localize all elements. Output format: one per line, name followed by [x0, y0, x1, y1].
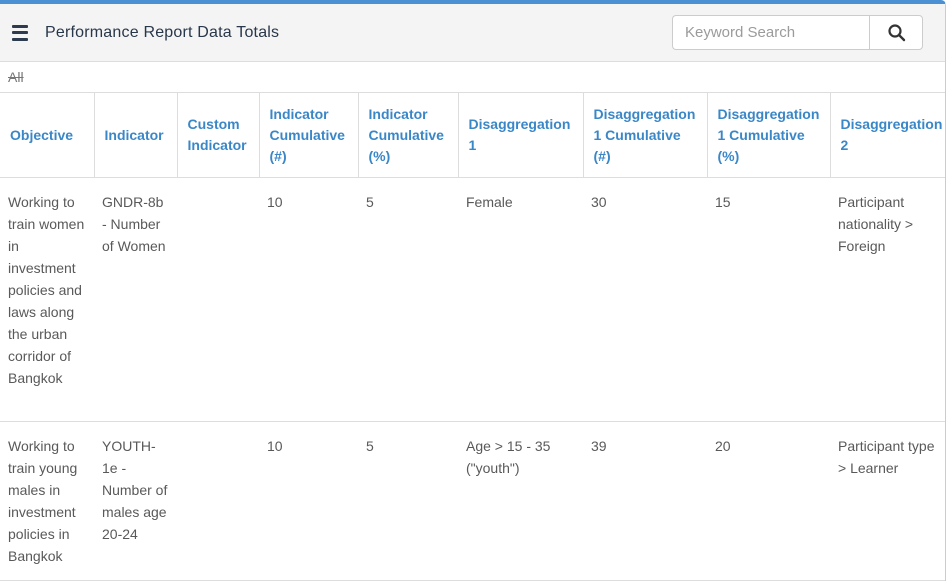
cell-indicator-cumulative-number: 10 [259, 177, 358, 422]
filter-row: All [0, 62, 945, 92]
column-header-disaggregation-1-cumulative-number[interactable]: Disaggregation 1 Cumulative (#) [583, 92, 708, 178]
cell-disaggregation-1-cumulative-percent: 15 [707, 177, 830, 422]
column-header-objective[interactable]: Objective [0, 92, 95, 178]
cell-disaggregation-1: Age > 15 - 35 ("youth") [458, 421, 583, 581]
column-header-disaggregation-1[interactable]: Disaggregation 1 [458, 92, 584, 178]
cell-disaggregation-1-cumulative-number: 39 [583, 421, 707, 581]
cell-custom-indicator [177, 421, 259, 581]
cell-indicator-cumulative-percent: 5 [358, 177, 458, 422]
cell-objective: Working to train women in investment pol… [0, 177, 94, 422]
table-row: Working to train young males in investme… [0, 421, 945, 581]
column-header-custom-indicator[interactable]: Custom Indicator [177, 92, 260, 178]
cell-disaggregation-2: Participant type > Learner [830, 421, 945, 581]
toolbar: Performance Report Data Totals [0, 4, 945, 62]
cell-disaggregation-1-cumulative-percent: 20 [707, 421, 830, 581]
column-header-disaggregation-2[interactable]: Disaggregation 2 [830, 92, 945, 178]
search-group [672, 15, 923, 50]
page-title: Performance Report Data Totals [45, 23, 280, 41]
cell-indicator-cumulative-number: 10 [259, 421, 358, 581]
cell-disaggregation-2: Participant nationality > Foreign [830, 177, 945, 422]
table-row: Working to train women in investment pol… [0, 177, 945, 422]
column-header-indicator-cumulative-number[interactable]: Indicator Cumulative (#) [259, 92, 359, 178]
search-input[interactable] [672, 15, 869, 50]
report-table: Objective Indicator Custom Indicator Ind… [0, 92, 945, 581]
search-icon [887, 24, 905, 42]
cell-indicator: GNDR-8b - Number of Women [94, 177, 177, 422]
filter-all-link[interactable]: All [8, 69, 24, 85]
header-row: Objective Indicator Custom Indicator Ind… [0, 92, 945, 178]
cell-disaggregation-1: Female [458, 177, 583, 422]
cell-disaggregation-1-cumulative-number: 30 [583, 177, 707, 422]
cell-objective: Working to train young males in investme… [0, 421, 94, 581]
cell-indicator-cumulative-percent: 5 [358, 421, 458, 581]
menu-button[interactable] [12, 24, 32, 41]
column-header-indicator[interactable]: Indicator [94, 92, 178, 178]
cell-indicator: YOUTH-1e - Number of males age 20-24 [94, 421, 177, 581]
hamburger-icon [12, 24, 28, 28]
column-header-indicator-cumulative-percent[interactable]: Indicator Cumulative (%) [358, 92, 459, 178]
search-button[interactable] [869, 15, 923, 50]
column-header-disaggregation-1-cumulative-percent[interactable]: Disaggregation 1 Cumulative (%) [707, 92, 831, 178]
cell-custom-indicator [177, 177, 259, 422]
